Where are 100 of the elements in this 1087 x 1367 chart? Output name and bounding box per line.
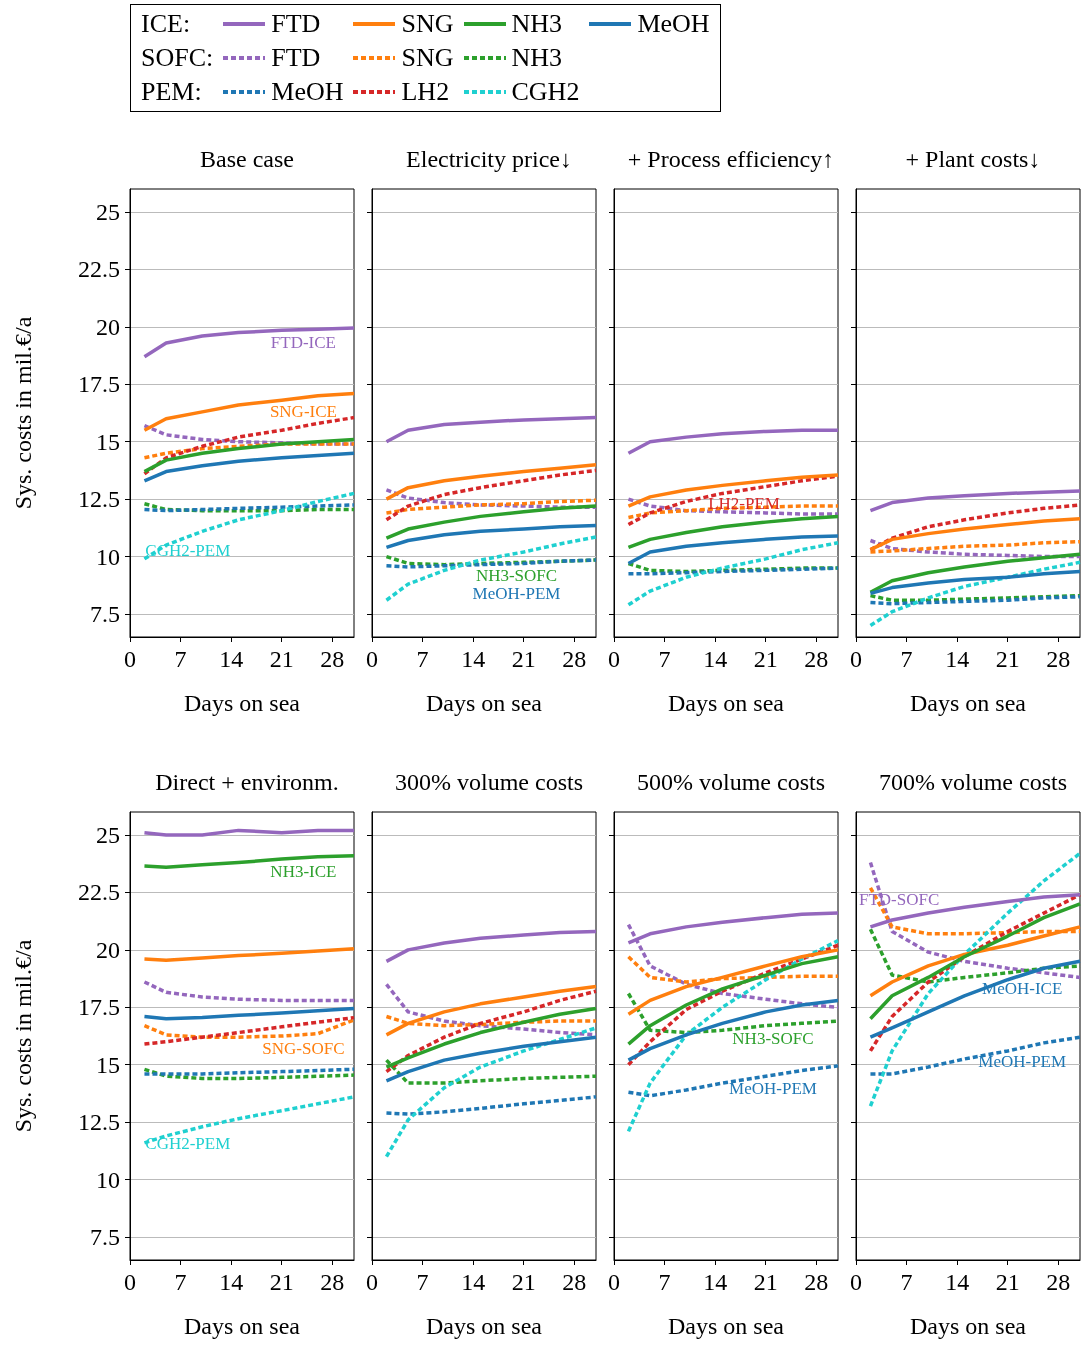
legend-label: NH3 bbox=[511, 42, 563, 74]
text: SOFC: bbox=[141, 42, 214, 74]
chart-title: + Process efficiency↑ bbox=[627, 146, 835, 172]
x-tick-label: 7 bbox=[658, 646, 671, 672]
legend-label: FTD bbox=[271, 42, 321, 74]
y-tick-label: 25 bbox=[96, 821, 120, 848]
x-tick-label: 7 bbox=[416, 646, 429, 672]
line-series bbox=[142, 946, 356, 962]
legend-label: LH2 bbox=[401, 76, 450, 108]
x-tick-label: 0 bbox=[124, 1269, 136, 1295]
annotation: SNG-SOFC bbox=[262, 1038, 345, 1058]
y-axis-title: Sys. costs in mil.€/a bbox=[10, 316, 36, 510]
x-tick-label: 0 bbox=[366, 1269, 378, 1295]
x-tick-label: 14 bbox=[219, 646, 244, 672]
x-tick-label: 28 bbox=[562, 646, 587, 672]
x-tick-label: 28 bbox=[1046, 1269, 1071, 1295]
x-tick-label: 0 bbox=[850, 1269, 862, 1295]
x-tick-label: 28 bbox=[562, 1269, 587, 1295]
line-series bbox=[142, 442, 356, 460]
x-axis-title: Days on sea bbox=[426, 690, 543, 716]
legend-label: SNG bbox=[401, 8, 454, 40]
x-axis-title: Days on sea bbox=[668, 1313, 785, 1339]
chart-title: 700% volume costs bbox=[879, 769, 1067, 795]
x-tick-label: 7 bbox=[900, 1269, 913, 1295]
annotation: NH3-ICE bbox=[270, 861, 337, 881]
x-tick-label: 21 bbox=[753, 1269, 778, 1295]
x-tick-label: 7 bbox=[658, 1269, 671, 1295]
x-axis-title: Days on sea bbox=[184, 1313, 301, 1339]
x-tick-label: 0 bbox=[608, 646, 620, 672]
x-tick-label: 21 bbox=[995, 646, 1020, 672]
annotation: FTD-ICE bbox=[270, 333, 337, 353]
x-tick-label: 28 bbox=[804, 1269, 829, 1295]
legend-label: MeOH bbox=[637, 8, 710, 40]
x-tick-label: 7 bbox=[174, 1269, 187, 1295]
legend-label: MeOH bbox=[271, 76, 344, 108]
x-tick-label: 21 bbox=[269, 646, 294, 672]
chart-title: + Plant costs↓ bbox=[905, 146, 1041, 172]
x-tick-label: 0 bbox=[850, 646, 862, 672]
x-tick-label: 21 bbox=[753, 646, 778, 672]
line-series bbox=[142, 326, 356, 359]
x-tick-label: 21 bbox=[511, 1269, 536, 1295]
y-tick-label: 10 bbox=[96, 1166, 120, 1193]
x-axis-title: Days on sea bbox=[910, 690, 1027, 716]
chart-title: Direct + environm. bbox=[155, 769, 339, 795]
annotation: NH3-SOFC bbox=[732, 1029, 814, 1049]
x-tick-label: 0 bbox=[124, 646, 136, 672]
legend-label: CGH2 bbox=[511, 76, 580, 108]
text: ICE: bbox=[141, 8, 192, 40]
x-tick-label: 0 bbox=[608, 1269, 620, 1295]
x-axis-title: Days on sea bbox=[668, 690, 785, 716]
y-axis-title: Sys. costs in mil.€/a bbox=[10, 939, 36, 1133]
chart-title: Base case bbox=[200, 146, 294, 172]
y-tick-label: 25 bbox=[96, 198, 120, 225]
x-tick-label: 14 bbox=[945, 1269, 970, 1295]
x-tick-label: 14 bbox=[945, 646, 970, 672]
y-tick-label: 7.5 bbox=[90, 601, 120, 628]
x-tick-label: 21 bbox=[511, 646, 536, 672]
x-tick-label: 14 bbox=[703, 1269, 728, 1295]
annotation: MeOH-PEM bbox=[472, 584, 561, 604]
y-tick-label: 22.5 bbox=[78, 879, 120, 906]
x-tick-label: 28 bbox=[1046, 646, 1071, 672]
line-series bbox=[142, 1018, 356, 1039]
y-tick-label: 10 bbox=[96, 543, 120, 570]
x-axis-title: Days on sea bbox=[910, 1313, 1027, 1339]
annotation: NH3-SOFC bbox=[475, 566, 558, 586]
x-tick-label: 21 bbox=[995, 1269, 1020, 1295]
annotation: SNG-ICE bbox=[269, 402, 337, 422]
y-tick-label: 15 bbox=[96, 428, 120, 455]
y-tick-label: 20 bbox=[96, 313, 120, 340]
x-tick-label: 28 bbox=[320, 646, 345, 672]
x-axis-title: Days on sea bbox=[426, 1313, 543, 1339]
y-tick-label: 12.5 bbox=[78, 486, 120, 513]
x-tick-label: 0 bbox=[366, 646, 378, 672]
x-tick-label: 28 bbox=[804, 646, 829, 672]
line-series bbox=[142, 451, 356, 483]
x-tick-label: 7 bbox=[900, 646, 913, 672]
x-tick-label: 14 bbox=[461, 646, 486, 672]
y-tick-label: 12.5 bbox=[78, 1109, 120, 1136]
chart-title: Electricity price↓ bbox=[406, 146, 572, 172]
line-series bbox=[142, 980, 356, 1003]
y-tick-label: 15 bbox=[96, 1051, 120, 1078]
line-series bbox=[142, 1067, 356, 1081]
annotation: CGH2-PEM bbox=[145, 1134, 231, 1154]
y-tick-label: 22.5 bbox=[78, 256, 120, 283]
x-tick-label: 7 bbox=[174, 646, 187, 672]
x-tick-label: 21 bbox=[269, 1269, 294, 1295]
x-tick-label: 28 bbox=[320, 1269, 345, 1295]
y-tick-label: 20 bbox=[96, 936, 120, 963]
y-tick-label: 17.5 bbox=[78, 994, 120, 1021]
line-series bbox=[142, 437, 356, 474]
legend-label: NH3 bbox=[511, 8, 563, 40]
y-tick-label: 17.5 bbox=[78, 371, 120, 398]
line-series bbox=[142, 1006, 356, 1021]
line-series bbox=[142, 391, 356, 432]
line-series bbox=[142, 415, 356, 476]
chart-title: 300% volume costs bbox=[395, 769, 583, 795]
legend-label: FTD bbox=[271, 8, 321, 40]
x-tick-label: 7 bbox=[416, 1269, 429, 1295]
x-axis-title: Days on sea bbox=[184, 690, 301, 716]
annotation: MeOH-PEM bbox=[729, 1079, 817, 1099]
